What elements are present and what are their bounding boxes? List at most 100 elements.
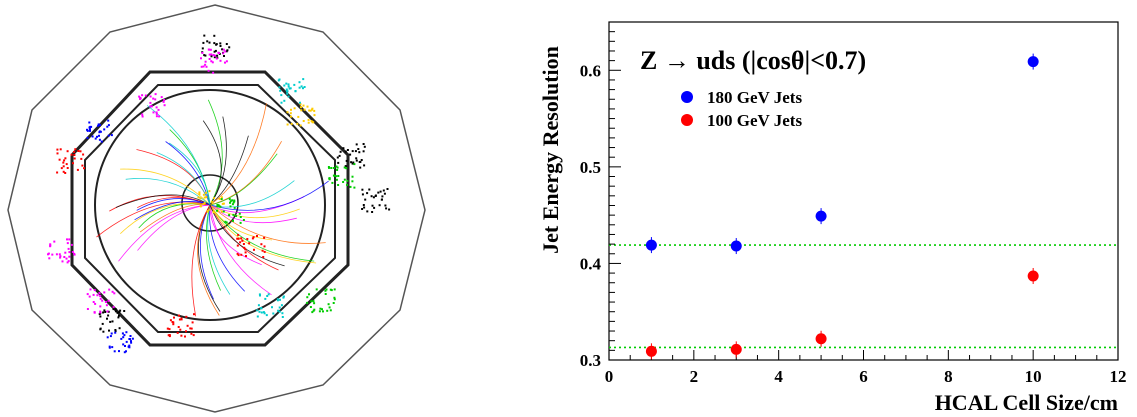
- calorimeter-hit: [114, 308, 117, 311]
- calorimeter-hit: [229, 201, 231, 204]
- calorimeter-hit: [56, 152, 59, 155]
- calorimeter-hit: [220, 196, 223, 199]
- calorimeter-hit: [108, 346, 111, 349]
- calorimeter-hit: [68, 255, 71, 258]
- calorimeter-hit: [359, 166, 362, 169]
- calorimeter-hit: [263, 250, 266, 253]
- calorimeter-hit: [361, 193, 364, 196]
- calorimeter-hit: [68, 251, 71, 254]
- calorimeter-hit: [328, 178, 331, 181]
- y-axis-ticks: 0.3 0.4 0.5 0.6: [580, 31, 621, 370]
- calorimeter-hit: [97, 123, 100, 126]
- calorimeter-hit: [253, 248, 255, 251]
- calorimeter-hit: [96, 294, 99, 297]
- calorimeter-hit: [186, 324, 189, 327]
- calorimeter-hit: [207, 69, 210, 72]
- calorimeter-hit: [290, 108, 292, 111]
- calorimeter-hit: [385, 207, 388, 210]
- calorimeter-hit: [118, 327, 121, 330]
- calorimeter-hit: [333, 296, 336, 299]
- calorimeter-hit: [286, 123, 289, 126]
- calorimeter-hit: [308, 109, 311, 112]
- calorimeter-hit: [224, 61, 226, 64]
- calorimeter-hit: [107, 119, 110, 122]
- particle-track: [209, 204, 285, 267]
- calorimeter-hit: [204, 54, 207, 57]
- calorimeter-hit: [158, 115, 161, 118]
- y-tick-label: 0.4: [580, 254, 602, 273]
- calorimeter-hit: [232, 201, 235, 204]
- calorimeter-hit: [327, 166, 330, 168]
- calorimeter-hit: [379, 190, 382, 193]
- calorimeter-hit: [306, 301, 309, 304]
- calorimeter-hit: [290, 122, 293, 125]
- calorimeter-hit: [299, 124, 302, 127]
- calorimeter-hit: [338, 154, 341, 157]
- calorimeter-hit: [302, 78, 305, 81]
- calorimeter-hit: [160, 96, 163, 99]
- calorimeter-hit: [108, 329, 110, 332]
- legend-marker-100: [681, 114, 693, 126]
- calorimeter-hit: [279, 89, 282, 92]
- calorimeter-hit: [329, 309, 332, 312]
- calorimeter-hit: [203, 34, 206, 37]
- calorimeter-hit: [351, 150, 354, 153]
- calorimeter-hit: [280, 101, 283, 104]
- calorimeter-hit: [104, 311, 107, 313]
- calorimeter-hit: [311, 108, 313, 111]
- calorimeter-hit: [185, 315, 188, 318]
- x-tick-label: 10: [1025, 367, 1042, 386]
- calorimeter-hit: [239, 241, 242, 244]
- calorimeter-hit: [225, 50, 228, 53]
- calorimeter-hit: [281, 312, 284, 315]
- calorimeter-hit: [76, 168, 79, 171]
- calorimeter-hit: [86, 129, 89, 132]
- calorimeter-hit: [118, 314, 120, 317]
- calorimeter-hit: [260, 307, 263, 310]
- calorimeter-hit: [216, 54, 219, 57]
- data-point: [730, 343, 742, 355]
- calorimeter-hit: [213, 197, 216, 200]
- calorimeter-hit: [309, 109, 312, 112]
- calorimeter-hit: [125, 331, 128, 334]
- calorimeter-hit: [322, 310, 324, 313]
- particle-track: [209, 204, 326, 244]
- calorimeter-hit: [353, 163, 356, 166]
- calorimeter-hit: [333, 288, 336, 291]
- calorimeter-hit: [113, 350, 116, 353]
- calorimeter-hit: [285, 90, 288, 93]
- calorimeter-hit: [205, 65, 208, 68]
- calorimeter-hit: [336, 156, 339, 159]
- particle-track: [207, 204, 231, 295]
- calorimeter-hit: [99, 315, 102, 318]
- calorimeter-hit: [99, 311, 102, 314]
- calorimeter-hit: [62, 161, 65, 164]
- calorimeter-hit: [336, 166, 339, 169]
- calorimeter-hit: [337, 175, 340, 177]
- calorimeter-hit: [101, 322, 104, 325]
- calorimeter-hit: [123, 310, 126, 312]
- calorimeter-hit: [48, 257, 51, 260]
- calorimeter-hit: [312, 300, 315, 303]
- calorimeter-hit: [213, 56, 216, 59]
- y-axis-label: Jet Energy Resolution: [538, 46, 563, 254]
- calorimeter-hit: [313, 308, 316, 311]
- calorimeter-hit: [93, 311, 96, 314]
- calorimeter-hit: [114, 329, 117, 331]
- x-tick-label: 2: [690, 367, 699, 386]
- calorimeter-hit: [384, 204, 387, 207]
- calorimeter-hit: [342, 181, 345, 183]
- calorimeter-hit: [277, 79, 280, 82]
- calorimeter-hit: [202, 65, 205, 68]
- calorimeter-hit: [99, 297, 102, 300]
- event-display: [7, 4, 426, 413]
- calorimeter-hit: [202, 41, 205, 44]
- calorimeter-hit: [238, 212, 241, 215]
- data-point: [1027, 56, 1039, 68]
- calorimeter-hit: [212, 71, 215, 74]
- calorimeter-hit: [206, 210, 209, 213]
- calorimeter-hit: [221, 48, 224, 51]
- legend: 180 GeV Jets 100 GeV Jets: [681, 88, 802, 130]
- calorimeter-hit: [260, 311, 263, 314]
- calorimeter-hit: [224, 50, 227, 53]
